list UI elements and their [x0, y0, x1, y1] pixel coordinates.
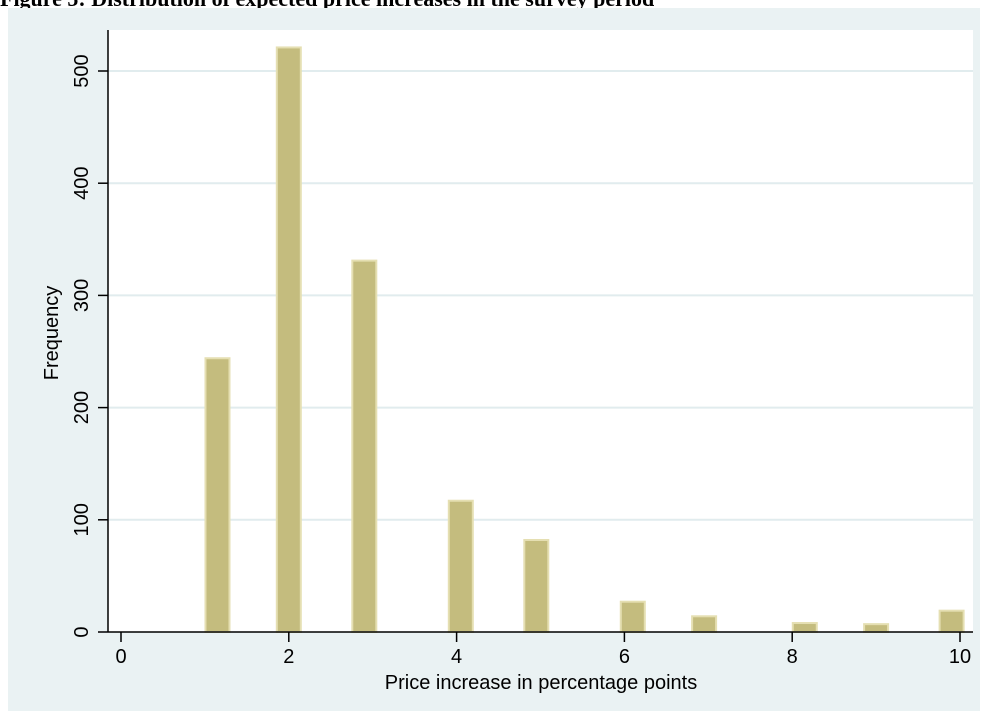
bar [863, 623, 890, 633]
plot-area [108, 30, 973, 632]
y-axis-ticks: 0 100 200 300 400 500 [71, 54, 108, 638]
chart-panel: 0 2 4 6 8 10 0 100 200 300 400 500 Price increase … [8, 8, 980, 711]
y-tick-label: 500 [71, 54, 93, 87]
y-tick-label: 0 [71, 626, 93, 637]
y-tick-label: 100 [71, 503, 93, 536]
y-axis-label: Frequency [41, 286, 63, 381]
bar [351, 259, 378, 633]
x-tick-label: 8 [787, 646, 798, 668]
bar [691, 615, 718, 633]
y-tick-label: 300 [71, 279, 93, 312]
bar [938, 609, 965, 634]
x-axis-ticks: 0 2 4 6 8 10 [115, 632, 971, 668]
figure-title: Figure 5: Distribution of expected price… [0, 0, 988, 10]
bar [619, 600, 646, 633]
x-tick-label: 10 [949, 646, 971, 668]
bar [791, 622, 818, 633]
x-axis-label: Price increase in percentage points [385, 672, 697, 694]
x-tick-label: 6 [619, 646, 630, 668]
bar [523, 538, 550, 633]
bar [275, 46, 302, 634]
y-tick-label: 400 [71, 167, 93, 200]
bar [204, 357, 231, 633]
gridlines [108, 70, 973, 521]
bar-chart: 0 2 4 6 8 10 0 100 200 300 400 500 Price increase … [41, 30, 973, 694]
x-tick-label: 0 [115, 646, 126, 668]
y-tick-label: 200 [71, 391, 93, 424]
x-tick-label: 2 [283, 646, 294, 668]
x-tick-label: 4 [451, 646, 462, 668]
bar [447, 499, 474, 634]
